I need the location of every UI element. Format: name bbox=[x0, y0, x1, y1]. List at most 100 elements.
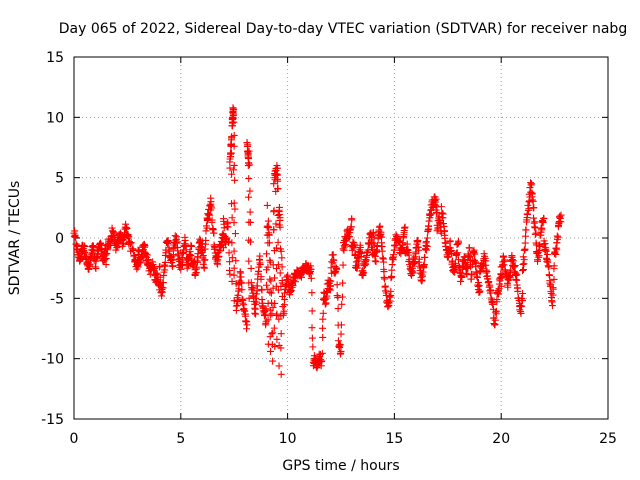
data-point bbox=[525, 205, 533, 213]
data-point bbox=[271, 299, 279, 307]
data-point bbox=[199, 260, 207, 268]
data-point bbox=[263, 222, 271, 230]
data-point bbox=[234, 297, 242, 305]
data-point bbox=[457, 277, 465, 285]
data-point bbox=[473, 274, 481, 282]
data-point bbox=[441, 239, 449, 247]
y-tick-label: 0 bbox=[55, 231, 64, 247]
data-point bbox=[423, 242, 431, 250]
data-point bbox=[281, 296, 289, 304]
data-point bbox=[138, 253, 146, 261]
data-point bbox=[268, 330, 276, 338]
data-point bbox=[513, 270, 521, 278]
data-point bbox=[187, 251, 195, 259]
data-point bbox=[536, 242, 544, 250]
x-tick-label: 20 bbox=[492, 431, 510, 447]
data-point bbox=[519, 297, 527, 305]
data-point bbox=[514, 287, 522, 295]
data-point bbox=[169, 262, 177, 270]
data-point bbox=[378, 233, 386, 241]
data-point bbox=[330, 256, 338, 264]
data-point bbox=[151, 264, 159, 272]
data-point bbox=[266, 333, 274, 341]
data-point bbox=[491, 316, 499, 324]
data-point bbox=[317, 362, 325, 370]
data-point bbox=[274, 238, 282, 246]
data-point bbox=[264, 316, 272, 324]
data-point bbox=[231, 176, 239, 184]
data-point bbox=[325, 285, 333, 293]
data-point bbox=[110, 230, 118, 238]
data-point bbox=[257, 273, 265, 281]
data-point bbox=[308, 289, 316, 297]
data-point bbox=[378, 247, 386, 255]
data-point bbox=[348, 215, 356, 223]
data-point bbox=[266, 311, 274, 319]
data-point bbox=[185, 262, 193, 270]
data-point bbox=[182, 240, 190, 248]
data-point bbox=[541, 245, 549, 253]
data-point bbox=[522, 232, 530, 240]
data-point bbox=[228, 170, 236, 178]
data-point bbox=[505, 273, 513, 281]
data-point bbox=[388, 272, 396, 280]
data-point bbox=[245, 279, 253, 287]
data-point bbox=[251, 305, 259, 313]
data-point bbox=[521, 245, 529, 253]
data-point bbox=[159, 279, 167, 287]
data-point bbox=[339, 261, 347, 269]
data-point bbox=[252, 294, 260, 302]
data-point bbox=[278, 279, 286, 287]
data-point bbox=[266, 256, 274, 264]
data-point bbox=[463, 264, 471, 272]
data-point bbox=[543, 258, 551, 266]
data-point bbox=[230, 161, 238, 169]
data-point bbox=[334, 305, 342, 313]
y-tick-label: 5 bbox=[55, 171, 64, 187]
data-point bbox=[326, 277, 334, 285]
data-point bbox=[198, 244, 206, 252]
data-point bbox=[446, 237, 454, 245]
data-point bbox=[191, 271, 199, 279]
data-point bbox=[278, 263, 286, 271]
data-point bbox=[552, 250, 560, 258]
data-point bbox=[245, 193, 253, 201]
data-point bbox=[263, 201, 271, 209]
data-point bbox=[230, 271, 238, 279]
data-point bbox=[423, 234, 431, 242]
data-point bbox=[228, 254, 236, 262]
data-point bbox=[214, 249, 222, 257]
data-point bbox=[350, 243, 358, 251]
data-point bbox=[246, 187, 254, 195]
data-point bbox=[230, 199, 238, 207]
data-point bbox=[123, 225, 131, 233]
data-point bbox=[92, 257, 100, 265]
data-point bbox=[425, 217, 433, 225]
data-point bbox=[472, 268, 480, 276]
data-point bbox=[244, 162, 252, 170]
data-point bbox=[319, 309, 327, 317]
data-point bbox=[474, 279, 482, 287]
data-point bbox=[466, 253, 474, 261]
data-point bbox=[264, 239, 272, 247]
data-point bbox=[432, 195, 440, 203]
data-point bbox=[471, 250, 479, 258]
data-point bbox=[419, 268, 427, 276]
data-point bbox=[516, 306, 524, 314]
data-point bbox=[272, 244, 280, 252]
data-point bbox=[262, 305, 270, 313]
data-point bbox=[114, 243, 122, 251]
data-point bbox=[169, 251, 177, 259]
data-point bbox=[202, 227, 210, 235]
data-point bbox=[276, 216, 284, 224]
data-point bbox=[495, 290, 503, 298]
data-point bbox=[392, 231, 400, 239]
data-point bbox=[520, 246, 528, 254]
data-point bbox=[248, 284, 256, 292]
data-point bbox=[253, 282, 261, 290]
data-point bbox=[244, 155, 252, 163]
data-point bbox=[380, 268, 388, 276]
data-point bbox=[266, 275, 274, 283]
data-point bbox=[268, 341, 276, 349]
data-point bbox=[120, 239, 128, 247]
